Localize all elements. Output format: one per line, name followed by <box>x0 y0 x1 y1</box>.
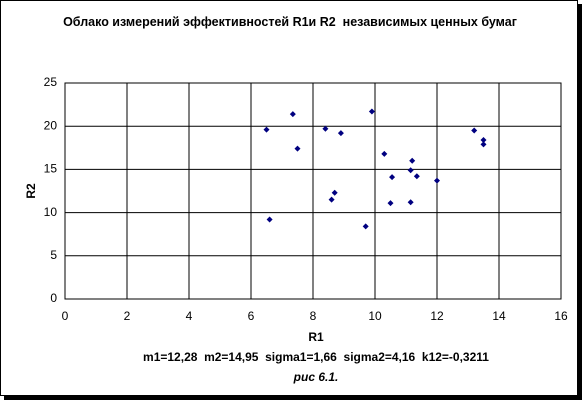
point <box>328 196 335 203</box>
x-tick-label: 14 <box>492 309 506 323</box>
x-tick-label: 10 <box>368 309 382 323</box>
point <box>480 141 487 148</box>
point <box>266 216 273 223</box>
y-tick-label: 0 <box>50 291 57 305</box>
point <box>389 174 396 181</box>
x-tick-label: 12 <box>430 309 444 323</box>
point <box>289 111 296 118</box>
point <box>362 223 369 230</box>
x-axis-label: R1 <box>308 330 324 344</box>
point <box>407 167 414 174</box>
y-tick-label: 5 <box>50 248 57 262</box>
x-tick-label: 4 <box>186 309 193 323</box>
x-tick-label: 0 <box>62 309 69 323</box>
x-tick-label: 16 <box>554 309 568 323</box>
x-tick-label: 8 <box>310 309 317 323</box>
caption: рис 6.1. <box>293 370 339 384</box>
point <box>294 145 301 152</box>
y-axis-label: R2 <box>24 183 38 199</box>
point <box>387 200 394 207</box>
point <box>407 199 414 206</box>
y-tick-label: 25 <box>44 75 58 89</box>
point <box>381 150 388 157</box>
x-tick-label: 6 <box>248 309 255 323</box>
point <box>480 137 487 144</box>
point <box>471 127 478 134</box>
point <box>434 177 440 184</box>
point <box>322 125 329 132</box>
chart-title: Облако измерений эффективностей R1и R2 н… <box>63 15 517 29</box>
y-tick-label: 10 <box>44 205 58 219</box>
y-tick-label: 20 <box>44 118 58 132</box>
y-tick-label: 15 <box>44 162 58 176</box>
point <box>368 108 375 115</box>
point <box>331 189 338 196</box>
x-tick-label: 2 <box>124 309 131 323</box>
point <box>263 126 270 133</box>
point <box>409 157 416 164</box>
statistics: m1=12,28 m2=14,95 sigma1=1,66 sigma2=4,1… <box>143 350 489 364</box>
point <box>337 130 344 137</box>
point <box>413 173 420 180</box>
